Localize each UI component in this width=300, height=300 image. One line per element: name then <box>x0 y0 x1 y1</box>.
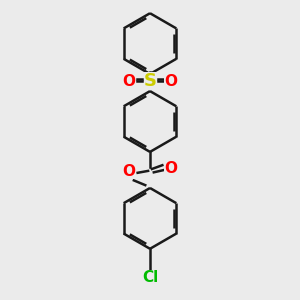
Text: O: O <box>123 74 136 88</box>
Text: O: O <box>164 74 177 88</box>
Text: Cl: Cl <box>142 270 158 285</box>
Text: O: O <box>164 161 177 176</box>
Text: O: O <box>123 164 136 179</box>
Text: S: S <box>143 72 157 90</box>
